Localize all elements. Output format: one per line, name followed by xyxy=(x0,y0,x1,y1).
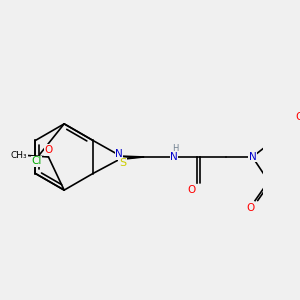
Text: O: O xyxy=(44,145,52,155)
Text: N: N xyxy=(115,149,123,159)
Text: O: O xyxy=(296,112,300,122)
Text: N: N xyxy=(170,152,178,162)
Text: S: S xyxy=(119,158,126,168)
Text: CH₃: CH₃ xyxy=(11,151,27,160)
Text: N: N xyxy=(248,152,256,162)
Text: H: H xyxy=(172,144,179,153)
Text: Cl: Cl xyxy=(31,156,41,166)
Text: O: O xyxy=(187,185,196,195)
Text: O: O xyxy=(247,202,255,212)
